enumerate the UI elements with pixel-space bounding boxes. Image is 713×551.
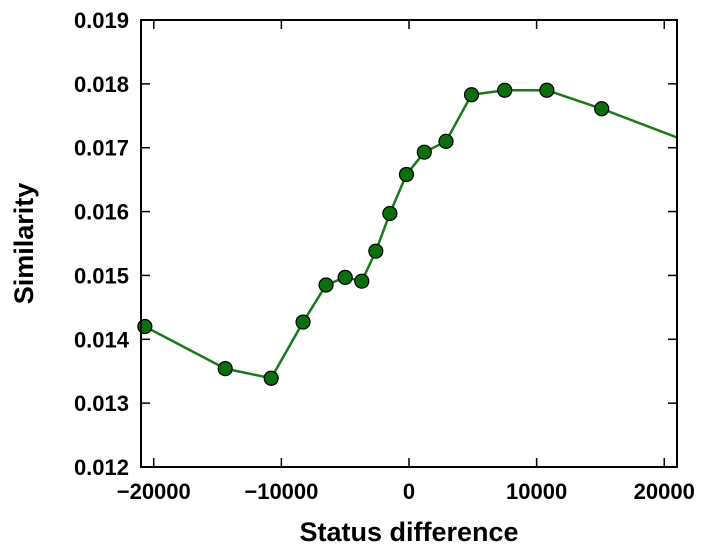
x-axis-label: Status difference bbox=[299, 517, 518, 547]
data-point bbox=[497, 82, 513, 98]
data-point bbox=[217, 361, 233, 377]
x-tick-label: 10000 bbox=[506, 479, 567, 504]
data-point bbox=[594, 101, 610, 117]
data-point bbox=[354, 273, 370, 289]
tick-labels: −20000 −10000 0 10000 20000 0.012 0.013 0.014 0.… bbox=[74, 8, 695, 504]
y-tick-label: 0.019 bbox=[74, 8, 129, 33]
data-point bbox=[295, 314, 311, 330]
x-tick-label: 20000 bbox=[634, 479, 695, 504]
series-similarity bbox=[137, 82, 677, 386]
y-tick-label: 0.016 bbox=[74, 200, 129, 225]
plot-frame bbox=[140, 19, 678, 468]
y-tick-label: 0.018 bbox=[74, 72, 129, 97]
y-tick-label: 0.017 bbox=[74, 136, 129, 161]
x-tick-label: −20000 bbox=[117, 479, 191, 504]
y-tick-label: 0.013 bbox=[74, 391, 129, 416]
series-line bbox=[144, 88, 677, 380]
x-tick-label: 0 bbox=[403, 479, 415, 504]
y-tick-label: 0.015 bbox=[74, 263, 129, 288]
data-point bbox=[416, 144, 432, 160]
data-point bbox=[368, 243, 384, 259]
data-point bbox=[463, 87, 480, 103]
data-point bbox=[318, 277, 334, 293]
data-point bbox=[382, 205, 398, 222]
data-point bbox=[137, 318, 153, 335]
data-point bbox=[263, 370, 279, 386]
data-point bbox=[539, 82, 555, 98]
data-point bbox=[337, 269, 353, 285]
y-axis-label: Similarity bbox=[9, 183, 39, 305]
y-tick-label: 0.012 bbox=[74, 455, 129, 480]
axis-ticks bbox=[141, 19, 677, 468]
data-point bbox=[398, 166, 415, 183]
x-tick-label: −10000 bbox=[244, 479, 318, 504]
y-tick-label: 0.014 bbox=[74, 327, 130, 352]
data-point bbox=[438, 133, 454, 149]
